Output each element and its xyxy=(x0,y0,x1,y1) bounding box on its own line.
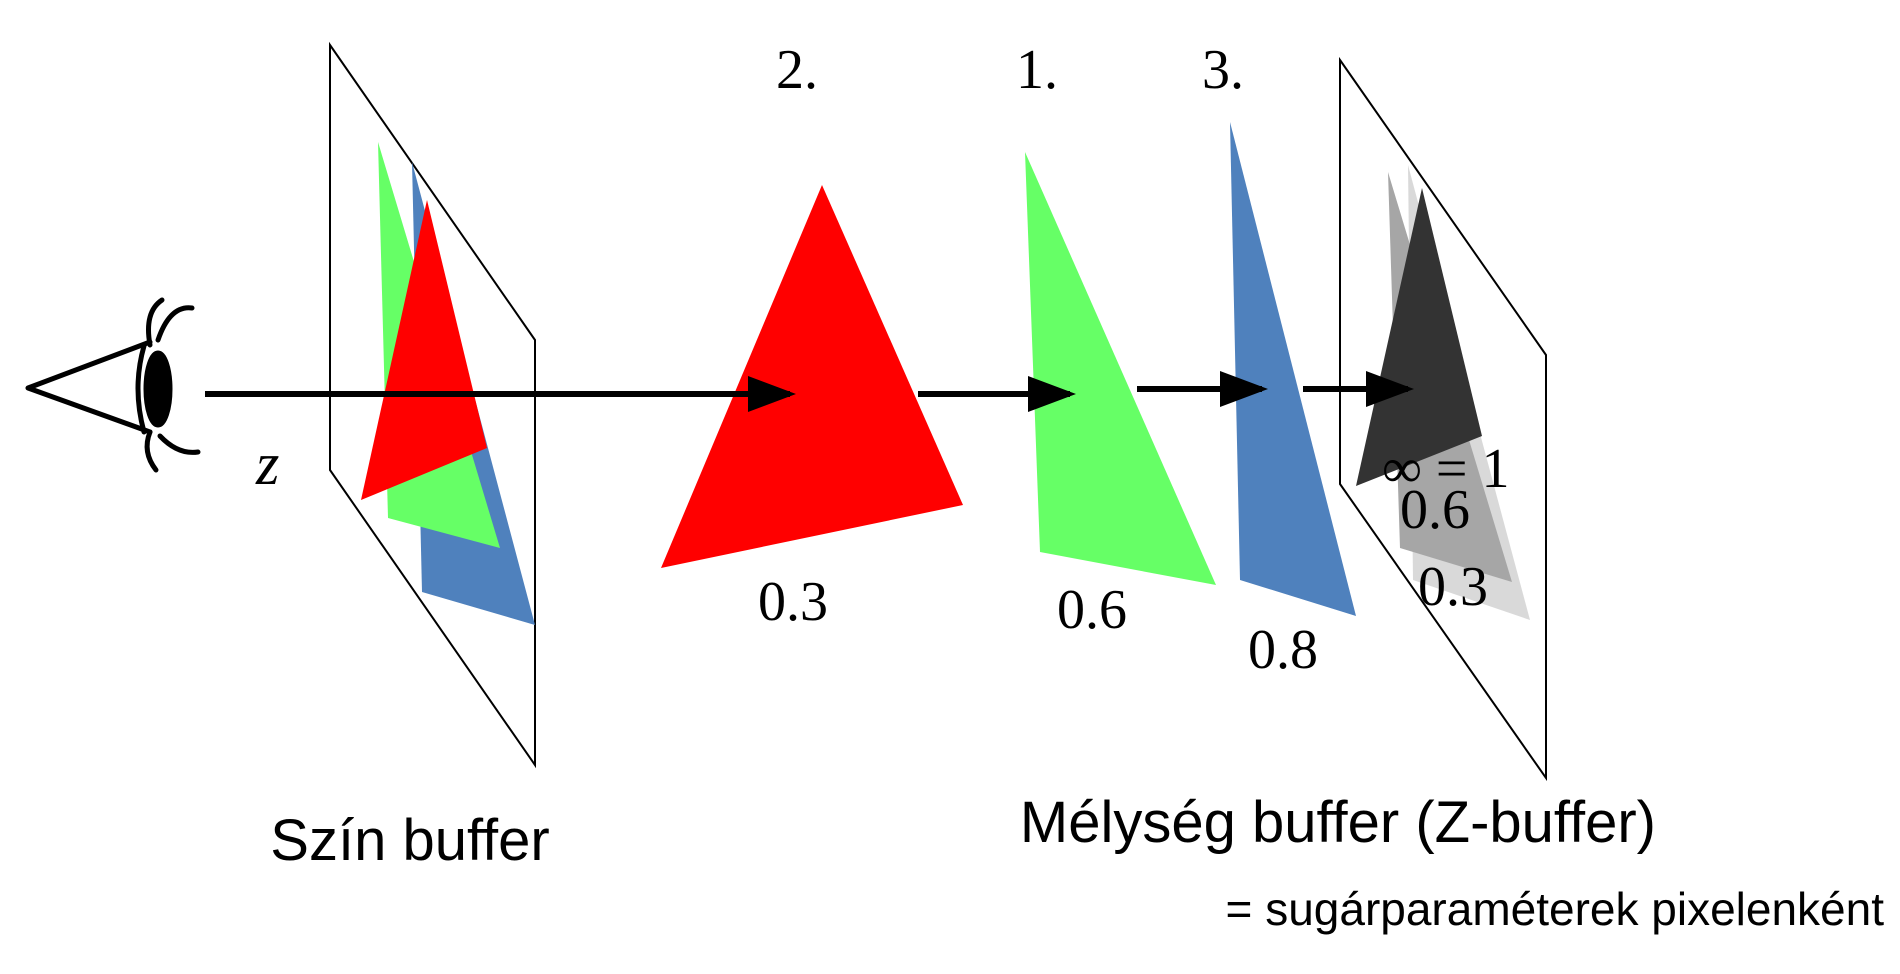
z-axis-label: z xyxy=(255,431,279,497)
depth-label-blue: 0.8 xyxy=(1248,619,1318,681)
green-triangle xyxy=(1025,152,1216,585)
zbuffer-value-06: 0.6 xyxy=(1400,479,1470,541)
color-buffer-plane xyxy=(329,41,536,769)
depth-buffer-subtitle: = sugárparaméterek pixelenként xyxy=(1226,883,1885,935)
order-label-3: 3. xyxy=(1202,39,1244,101)
red-triangle xyxy=(661,185,963,568)
color-buffer-red-triangle xyxy=(361,200,487,500)
depth-label-red: 0.3 xyxy=(758,571,828,633)
depth-buffer-title: Mélység buffer (Z-buffer) xyxy=(1020,790,1656,855)
depth-buffer-plane xyxy=(1339,56,1547,782)
eye-icon xyxy=(25,297,201,473)
ray-arrows xyxy=(205,371,1414,412)
color-buffer-title: Szín buffer xyxy=(270,808,549,873)
order-label-1: 1. xyxy=(1016,39,1058,101)
depth-label-green: 0.6 xyxy=(1057,579,1127,641)
order-label-2: 2. xyxy=(776,39,818,101)
zbuffer-value-03: 0.3 xyxy=(1418,556,1488,618)
zbuffer-value-infinity: ∞ = 1 xyxy=(1382,438,1510,500)
blue-triangle xyxy=(1230,122,1356,616)
depth-buffer-dark-triangle xyxy=(1356,188,1482,486)
